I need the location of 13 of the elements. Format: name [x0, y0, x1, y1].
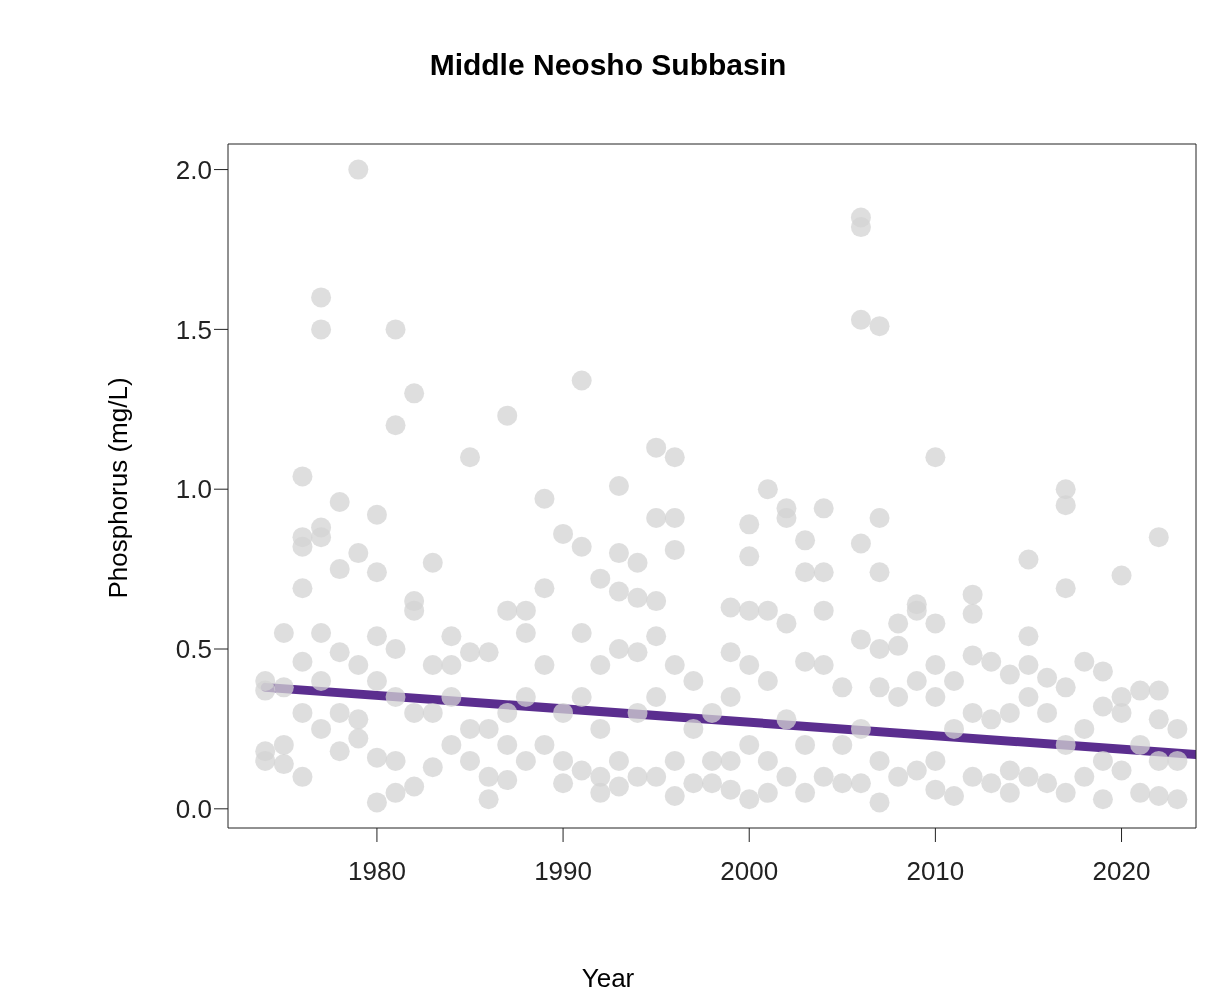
x-axis-title: Year — [580, 963, 636, 994]
y-tick-label: 1.0 — [175, 474, 212, 505]
x-tick-label: 2020 — [1092, 856, 1151, 887]
x-tick-label: 2000 — [720, 856, 779, 887]
y-tick-label: 2.0 — [175, 154, 212, 185]
y-tick-label: 1.5 — [175, 314, 212, 345]
chart-title: Middle Neosho Subbasin — [428, 48, 788, 82]
x-tick-label: 2010 — [906, 856, 965, 887]
x-tick-label: 1980 — [348, 856, 406, 887]
y-axis-title: Phosphorus (mg/L) — [102, 377, 134, 599]
y-tick-label: 0.0 — [175, 794, 212, 825]
y-tick-label: 0.5 — [175, 634, 212, 665]
x-tick-label: 1990 — [534, 856, 592, 887]
